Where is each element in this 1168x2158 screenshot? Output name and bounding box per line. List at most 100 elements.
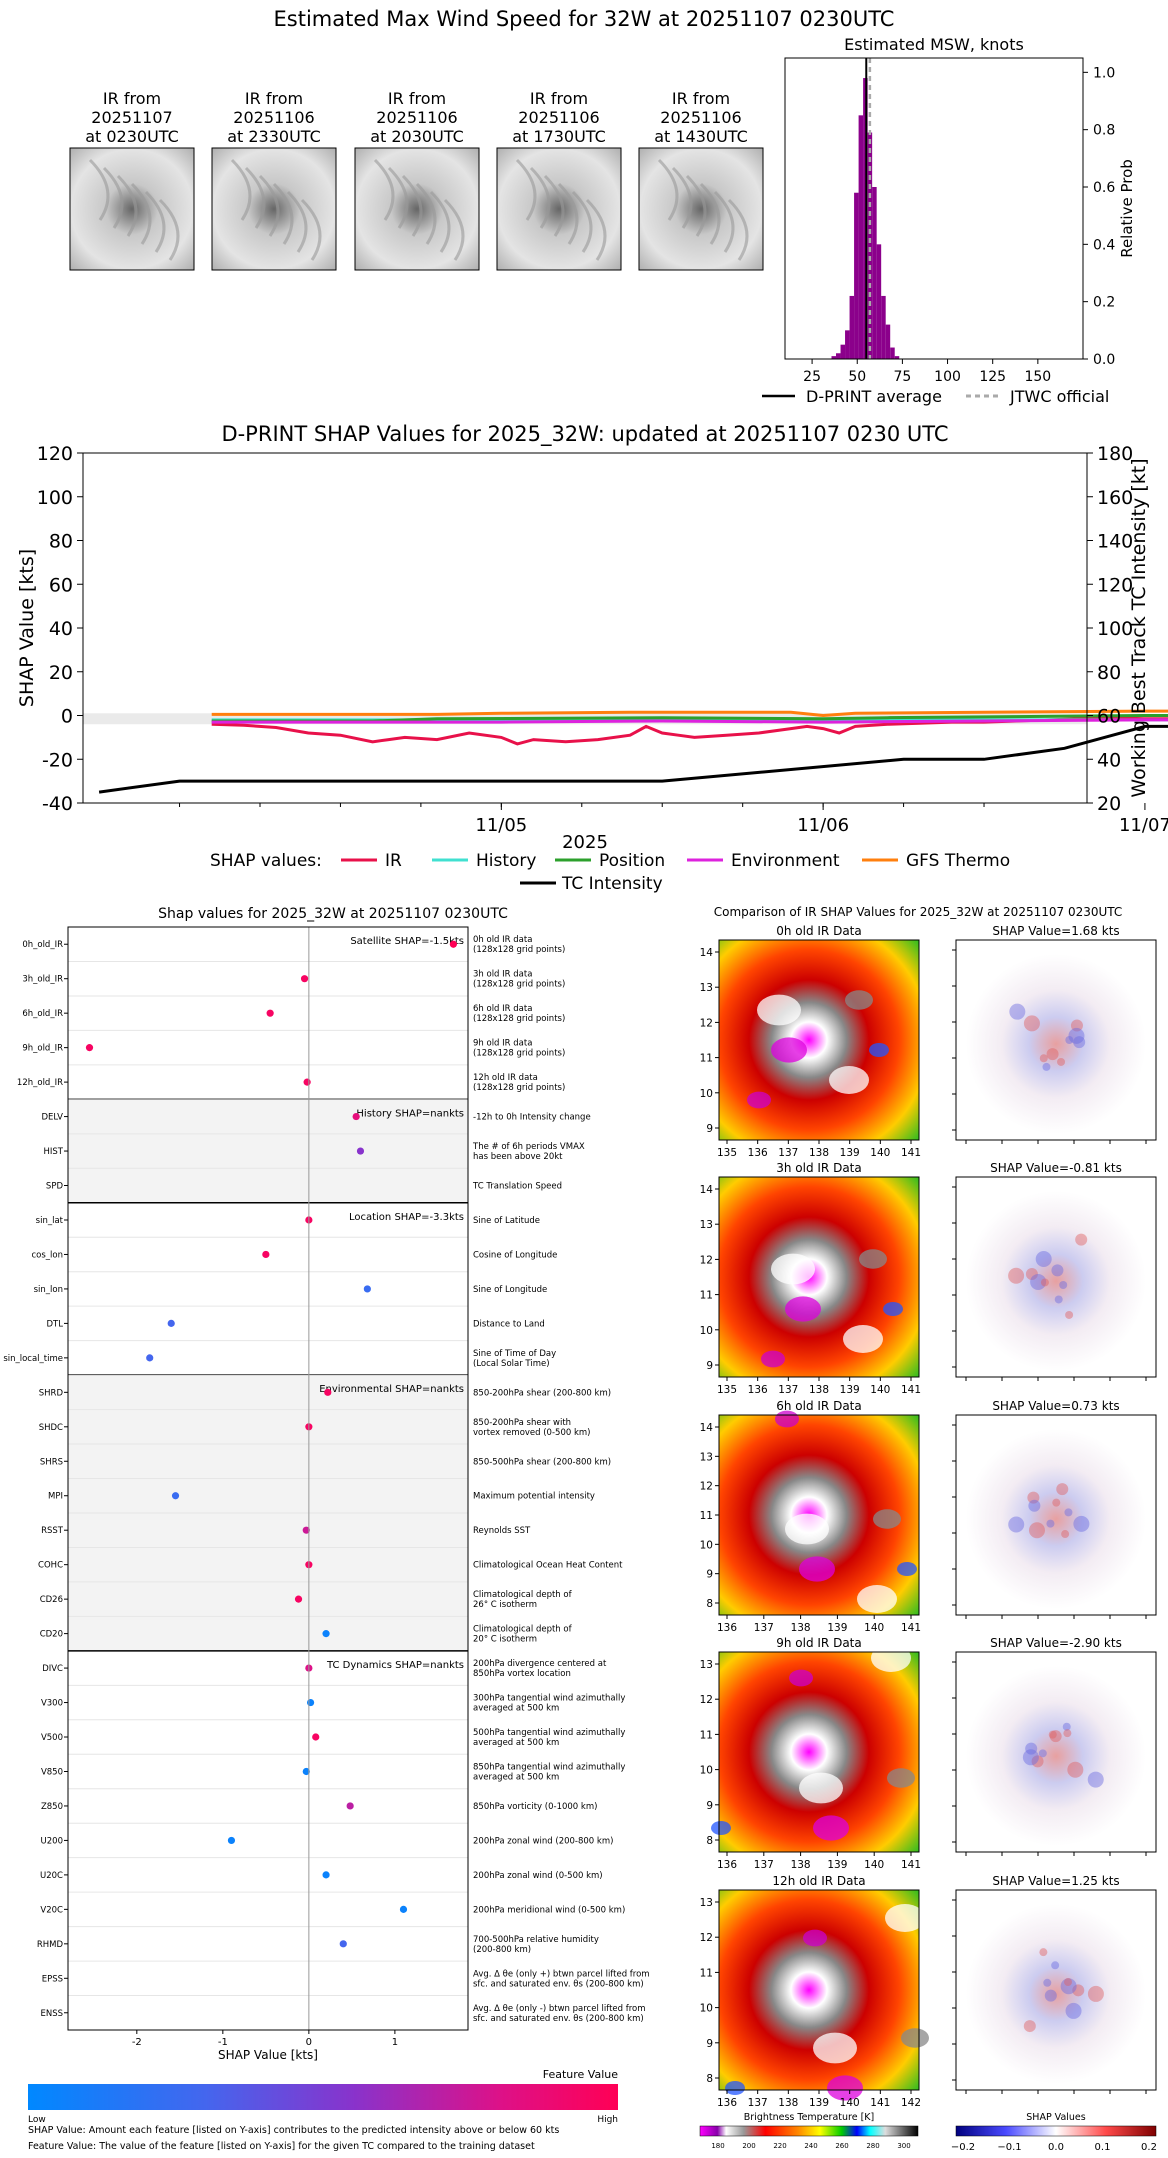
- beeswarm-feature-desc: vortex removed (0-500 km): [473, 1428, 590, 1438]
- ir-map-xtick-label: 137: [754, 1622, 774, 1634]
- bt-colorbar-tick: 300: [897, 2142, 910, 2150]
- beeswarm-feature-name: V20C: [40, 1905, 63, 1915]
- beeswarm-feature-name: U200: [41, 1836, 63, 1846]
- msw-bin-bar: [845, 330, 850, 359]
- beeswarm-feature-name: Z850: [41, 1802, 63, 1812]
- shap-map-anomaly: [1065, 2002, 1082, 2019]
- msw-bin-bar: [849, 295, 855, 359]
- shap-feature-chart: Shap values for 2025_32W at 20251107 023…: [3, 906, 649, 2125]
- beeswarm-feature-desc: Avg. Δ θe (only +) btwn parcel lifted fr…: [473, 1969, 650, 1979]
- msw-bin-bar: [894, 356, 900, 359]
- beeswarm-feature-name: CD20: [40, 1630, 63, 1640]
- beeswarm-feature-desc: 850hPa vortex location: [473, 1669, 571, 1679]
- beeswarm-feature-desc: 0h old IR data: [473, 935, 532, 945]
- ir-map-cloud: [747, 1091, 771, 1109]
- msw-bin-bar: [872, 187, 877, 359]
- ir-map-ytick-label: 10: [700, 2003, 713, 2015]
- ir-thumb-texture: [557, 182, 579, 245]
- shap-timeseries-chart: D-PRINT SHAP Values for 2025_32W: update…: [16, 422, 1168, 894]
- ir-thumb-texture: [727, 198, 749, 261]
- beeswarm-feature-name: sin_local_time: [3, 1354, 63, 1364]
- shap-map-frame: [955, 939, 1157, 1141]
- ir-map-ytick-label: 10: [700, 1539, 713, 1551]
- shap-map-anomaly: [1025, 1742, 1038, 1755]
- shapts-series-environment: [211, 718, 1168, 724]
- ir-thumb-caption: IR from: [672, 89, 730, 108]
- beeswarm-point: [322, 1630, 330, 1638]
- shap-map-anomaly: [1022, 1749, 1039, 1766]
- ir-map-ytick-label: 9: [706, 1569, 713, 1581]
- ir-thumb-texture: [102, 166, 124, 229]
- ir-map-xtick-label: 142: [901, 2097, 921, 2109]
- beeswarm-point: [146, 1354, 154, 1362]
- shap-map-anomaly: [1038, 1749, 1047, 1758]
- shap-map-anomaly: [1059, 1280, 1068, 1289]
- shap-map-anomaly: [1057, 1057, 1066, 1066]
- ir-thumb-caption: IR from: [388, 89, 446, 108]
- beeswarm-xtick-label: -1: [218, 2037, 228, 2048]
- beeswarm-feature-desc: 850-500hPa shear (200-800 km): [473, 1457, 611, 1467]
- ir-thumb-image: [496, 147, 622, 271]
- ir-map-xtick-label: 140: [870, 1147, 890, 1159]
- beeswarm-feature-desc: 200hPa divergence centered at: [473, 1659, 607, 1669]
- beeswarm-feature-desc: Reynolds SST: [473, 1526, 531, 1536]
- beeswarm-group-label: TC Dynamics SHAP=nankts: [326, 1660, 464, 1671]
- shap-map-anomaly: [1044, 1989, 1057, 2002]
- ir-thumb-caption: at 1730UTC: [512, 127, 606, 146]
- ir-thumb-caption: IR from: [103, 89, 161, 108]
- beeswarm-feature-name: EPSS: [42, 1974, 63, 1984]
- beeswarm-feature-desc: (128x128 grid points): [473, 945, 565, 955]
- ir-map-cloud: [775, 1410, 799, 1428]
- ir-map-frame: [718, 1651, 920, 1853]
- beeswarm-feature-desc: 300hPa tangential wind azimuthally: [473, 1694, 625, 1704]
- ir-map-cloud: [827, 2075, 863, 2101]
- shap-map-anomaly: [1054, 1295, 1063, 1304]
- beeswarm-feature-desc: 20° C isotherm: [473, 1635, 537, 1645]
- ir-thumb-texture: [585, 198, 607, 261]
- ir-map-xtick-label: 136: [717, 1622, 737, 1634]
- beeswarm-feature-desc: 700-500hPa relative humidity: [473, 1935, 599, 1945]
- ir-map-cloud: [711, 1821, 731, 1835]
- ir-map-image: [719, 940, 919, 1140]
- shapts-ytick-label: 100: [37, 487, 73, 509]
- beeswarm-feature-name: 3h_old_IR: [22, 975, 63, 985]
- beeswarm-point: [303, 1078, 311, 1086]
- shap-map-anomaly: [1043, 1978, 1052, 1987]
- shapts-ytick-right-label: 40: [1097, 749, 1121, 771]
- bt-colorbar: [699, 2125, 919, 2137]
- feature-colorbar: [28, 2084, 618, 2110]
- legend-dprint-label: D-PRINT average: [806, 387, 942, 406]
- ir-thumb-image: [211, 147, 337, 271]
- bt-colorbar-tick: 200: [742, 2142, 755, 2150]
- beeswarm-feature-desc: averaged at 500 km: [473, 1738, 559, 1748]
- shapts-ytick-right-label: 20: [1097, 793, 1121, 815]
- beeswarm-point: [322, 1871, 330, 1879]
- ir-thumb-texture: [443, 198, 465, 261]
- ir-map-ytick-label: 13: [700, 982, 713, 994]
- ir-map-ytick-label: 11: [700, 1053, 713, 1065]
- ir-shap-comparison: Comparison of IR SHAP Values for 2025_32…: [700, 905, 1157, 2153]
- bt-colorbar-tick: 260: [835, 2142, 848, 2150]
- beeswarm-feature-desc: 9h old IR data: [473, 1039, 532, 1049]
- beeswarm-point: [363, 1285, 371, 1293]
- beeswarm-feature-name: DELV: [41, 1113, 63, 1123]
- ir-map-ytick-label: 8: [706, 1835, 713, 1847]
- ir-map-title: 6h old IR Data: [776, 1399, 862, 1413]
- beeswarm-title: Shap values for 2025_32W at 20251107 023…: [158, 906, 508, 922]
- msw-bin-bar: [831, 356, 837, 359]
- beeswarm-feature-desc: averaged at 500 km: [473, 1704, 559, 1714]
- shap-map-anomaly: [1039, 1054, 1048, 1063]
- shap-map-title: SHAP Value=1.25 kts: [992, 1874, 1119, 1888]
- main-title: Estimated Max Wind Speed for 32W at 2025…: [274, 7, 895, 31]
- shap-map-image: [956, 1652, 1156, 1852]
- ir-map-cloud: [771, 1037, 807, 1063]
- ir-map-xtick-label: 137: [778, 1384, 798, 1396]
- ir-map-cloud: [901, 2028, 929, 2048]
- shapts-ytick-right-label: 80: [1097, 662, 1121, 684]
- msw-bin-bar: [885, 324, 891, 359]
- bt-colorbar-title: Brightness Temperature [K]: [744, 2112, 874, 2123]
- beeswarm-feature-name: V850: [41, 1767, 63, 1777]
- shap-map-anomaly: [1046, 1048, 1059, 1061]
- shap-colorbar-tick: −0.1: [997, 2142, 1021, 2153]
